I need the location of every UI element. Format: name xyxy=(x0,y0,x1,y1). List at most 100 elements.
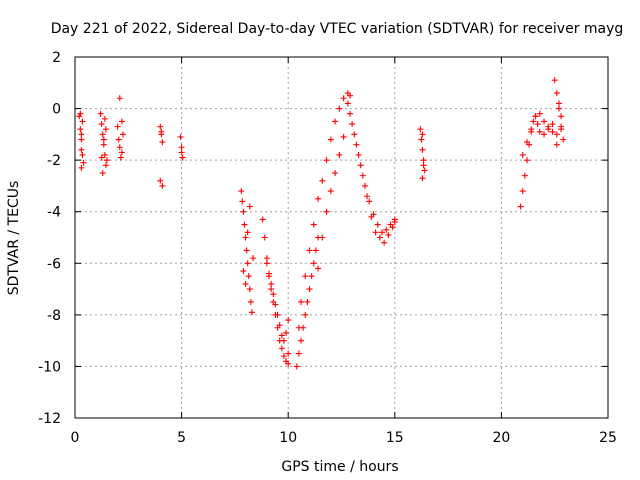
data-point xyxy=(263,260,270,267)
data-point xyxy=(244,260,251,267)
data-point xyxy=(280,337,287,344)
data-point xyxy=(242,280,249,287)
data-point xyxy=(372,229,379,236)
data-point xyxy=(528,126,535,133)
data-point xyxy=(521,172,528,179)
data-point xyxy=(549,121,556,128)
data-point xyxy=(270,291,277,298)
data-point xyxy=(119,131,126,138)
data-point xyxy=(261,234,268,241)
data-point xyxy=(374,221,381,228)
x-tick-label: 25 xyxy=(599,430,617,446)
data-point xyxy=(99,131,106,138)
data-point xyxy=(268,280,275,287)
data-point xyxy=(79,118,86,125)
data-point xyxy=(519,151,526,158)
y-tick-label: -12 xyxy=(38,411,61,427)
data-point xyxy=(116,95,123,102)
data-point xyxy=(243,247,250,254)
data-point xyxy=(285,350,292,357)
data-point xyxy=(242,234,249,241)
data-point xyxy=(245,273,252,280)
data-point xyxy=(558,113,565,120)
data-point xyxy=(517,203,524,210)
data-point xyxy=(420,157,427,164)
data-point xyxy=(283,329,290,336)
data-point xyxy=(319,234,326,241)
data-point xyxy=(351,131,358,138)
data-point xyxy=(306,247,313,254)
data-point xyxy=(315,265,322,272)
data-point xyxy=(315,195,322,202)
data-point xyxy=(158,128,165,135)
data-point xyxy=(336,151,343,158)
data-point xyxy=(159,182,166,189)
data-point xyxy=(553,90,560,97)
data-point xyxy=(344,100,351,107)
data-point xyxy=(78,164,85,171)
data-point xyxy=(100,136,107,143)
data-point xyxy=(117,154,124,161)
data-point xyxy=(340,133,347,140)
data-point xyxy=(327,188,334,195)
data-point xyxy=(389,224,396,231)
data-point xyxy=(523,157,530,164)
y-tick-label: -10 xyxy=(38,359,61,375)
data-point xyxy=(381,239,388,246)
plot-frame xyxy=(74,56,609,419)
x-tick-labels: 0 5 10 15 20 25 xyxy=(71,430,617,446)
data-point xyxy=(347,92,354,99)
y-tick-label: 0 xyxy=(52,102,61,118)
data-point xyxy=(553,141,560,148)
data-point xyxy=(306,286,313,293)
data-point xyxy=(297,298,304,305)
data-point xyxy=(420,162,427,169)
data-point xyxy=(332,118,339,125)
data-point xyxy=(114,123,121,130)
data-point xyxy=(347,110,354,117)
x-tick-label: 10 xyxy=(279,430,297,446)
data-point xyxy=(276,322,283,329)
data-point xyxy=(76,113,83,120)
data-point xyxy=(240,268,247,275)
data-point xyxy=(353,141,360,148)
data-point xyxy=(361,182,368,189)
x-tick-label: 5 xyxy=(177,430,186,446)
data-point xyxy=(274,311,281,318)
y-tick-label: 2 xyxy=(52,50,61,66)
data-point xyxy=(327,136,334,143)
data-point xyxy=(77,110,84,117)
data-point xyxy=(102,126,109,133)
data-point xyxy=(541,118,548,125)
y-tick-label: -8 xyxy=(47,308,61,324)
data-point xyxy=(157,177,164,184)
data-point xyxy=(250,255,257,262)
data-point xyxy=(78,136,85,143)
data-point xyxy=(364,193,371,200)
data-point xyxy=(102,162,109,169)
data-point xyxy=(418,136,425,143)
x-tick-label: 15 xyxy=(386,430,404,446)
x-tick-label: 20 xyxy=(492,430,510,446)
data-point xyxy=(118,118,125,125)
data-point xyxy=(541,131,548,138)
data-point xyxy=(263,255,270,262)
data-point xyxy=(536,110,543,117)
y-tick-labels: 2 0 -2 -4 -6 -8 -10 -12 xyxy=(38,50,61,427)
data-point xyxy=(272,301,279,308)
data-point xyxy=(266,270,273,277)
data-point xyxy=(355,151,362,158)
data-point xyxy=(545,123,552,130)
data-point xyxy=(278,332,285,339)
data-point xyxy=(268,286,275,293)
data-point xyxy=(419,175,426,182)
data-points xyxy=(76,77,567,370)
data-point xyxy=(551,77,558,84)
data-point xyxy=(534,121,541,128)
y-axis-label: SDTVAR / TECUs xyxy=(6,181,22,296)
data-point xyxy=(178,144,185,151)
data-point xyxy=(421,167,428,174)
data-point xyxy=(319,177,326,184)
data-point xyxy=(530,118,537,125)
